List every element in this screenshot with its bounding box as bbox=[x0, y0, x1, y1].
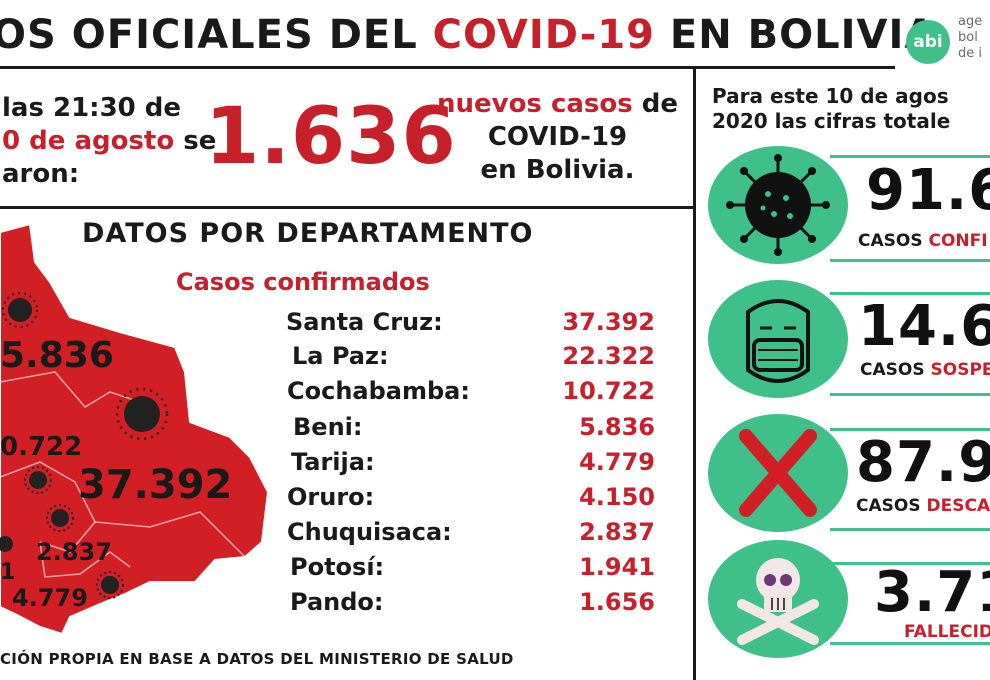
map-virus-4 bbox=[46, 504, 74, 532]
map-label-chuquisaca: 2.837 bbox=[36, 538, 112, 566]
stat2-circle bbox=[708, 280, 848, 398]
desc-de: de bbox=[632, 89, 679, 119]
dept-name-beni: Beni: bbox=[293, 413, 363, 441]
stat1-label-red: CONFI bbox=[928, 231, 988, 251]
stat2-bottom-line bbox=[830, 393, 990, 396]
source-footer: CIÓN PROPIA EN BASE A DATOS DEL MINISTER… bbox=[0, 650, 514, 668]
summary-line3: aron: bbox=[2, 159, 80, 189]
stat2-label-black: CASOS bbox=[860, 360, 931, 380]
dept-name-pando: Pando: bbox=[290, 588, 384, 616]
dept-name-chuquisaca: Chuquisaca: bbox=[287, 518, 452, 546]
mask-face-icon bbox=[746, 299, 810, 383]
departments-subtitle: Casos confirmados bbox=[176, 268, 430, 296]
map-border-2 bbox=[0, 461, 96, 553]
stat3-label-black: CASOS bbox=[856, 496, 927, 516]
stat2-label: CASOS SOSPE bbox=[860, 360, 990, 380]
map-virus-2 bbox=[115, 387, 169, 441]
map-label-santa-cruz: 37.392 bbox=[78, 462, 233, 508]
dept-value-chuquisaca: 2.837 bbox=[579, 518, 655, 546]
logo-line3: de i bbox=[958, 46, 982, 61]
map-virus-3 bbox=[24, 466, 52, 494]
dept-name-potosi: Potosí: bbox=[290, 553, 385, 581]
stat3-top-line bbox=[830, 428, 990, 431]
stat4-circle bbox=[708, 540, 848, 658]
summary-intro: las 21:30 de 0 de agosto se aron: bbox=[2, 92, 216, 191]
desc-red: nuevos casos bbox=[436, 89, 633, 119]
dept-value-la-paz: 22.322 bbox=[562, 342, 655, 370]
dept-value-oruro: 4.150 bbox=[579, 483, 655, 511]
logo-line2: bol bbox=[958, 30, 978, 45]
logo-line1: age bbox=[958, 14, 983, 29]
stat2-top-line bbox=[830, 292, 990, 295]
map-label-beni: 5.836 bbox=[0, 335, 114, 376]
skull-icon bbox=[737, 558, 819, 645]
stat4-number: 3.71 bbox=[874, 560, 990, 625]
dept-value-beni: 5.836 bbox=[579, 413, 655, 441]
map-virus-1 bbox=[2, 292, 38, 328]
stat3-bottom-line bbox=[830, 528, 990, 531]
title-covid: COVID-19 bbox=[432, 12, 655, 58]
map-virus-5 bbox=[0, 536, 13, 552]
summary-line1: las 21:30 de bbox=[2, 93, 182, 123]
dept-name-la-paz: La Paz: bbox=[292, 342, 389, 370]
map-border-3 bbox=[39, 541, 131, 578]
summary-se: se bbox=[174, 126, 217, 156]
title-part3: EN BOLIVIA bbox=[654, 12, 937, 58]
stat3-label-red: DESCA bbox=[926, 496, 990, 516]
stat2-label-red: SOSPE bbox=[930, 360, 990, 380]
totals-intro-line1: Para este 10 de agos bbox=[712, 84, 949, 108]
map-label-cochabamba: 0.722 bbox=[0, 432, 83, 462]
stat4-top-line bbox=[830, 562, 990, 565]
desc-line3: en Bolivia. bbox=[480, 155, 635, 185]
column-divider bbox=[693, 66, 696, 680]
totals-intro-line2: 2020 las cifras totale bbox=[712, 109, 951, 133]
dept-name-oruro: Oruro: bbox=[287, 483, 375, 511]
departments-title: DATOS POR DEPARTAMENTO bbox=[82, 218, 534, 249]
summary-line2: 0 de agosto se bbox=[2, 125, 216, 158]
stat4-bottom-line bbox=[830, 642, 990, 645]
dept-value-santa-cruz: 37.392 bbox=[562, 308, 655, 336]
dept-name-santa-cruz: Santa Cruz: bbox=[286, 308, 443, 336]
summary-date: 0 de agosto bbox=[2, 126, 175, 156]
map-label-tarija: 4.779 bbox=[12, 584, 88, 612]
summary-divider bbox=[0, 206, 695, 209]
desc-line1: nuevos casos de bbox=[430, 88, 685, 121]
title-part1: OS OFICIALES DEL bbox=[0, 12, 433, 58]
map-label-potosi: 1 bbox=[0, 560, 16, 585]
stat1-label: CASOS CONFI bbox=[858, 231, 988, 251]
dept-value-tarija: 4.779 bbox=[579, 448, 655, 476]
map-virus-6 bbox=[96, 571, 124, 599]
totals-intro: Para este 10 de agos 2020 las cifras tot… bbox=[712, 84, 950, 134]
bolivia-map bbox=[0, 222, 270, 636]
stat4-label: FALLECID bbox=[904, 622, 990, 642]
dept-value-potosi: 1.941 bbox=[579, 553, 655, 581]
new-cases-description: nuevos casos de COVID-19 en Bolivia. bbox=[430, 88, 685, 187]
stat3-circle bbox=[708, 414, 848, 532]
map-border-1 bbox=[0, 371, 141, 408]
dept-name-cochabamba: Cochabamba: bbox=[287, 377, 470, 405]
stat2-number: 14.6 bbox=[858, 294, 990, 359]
dept-name-tarija: Tarija: bbox=[291, 448, 375, 476]
abi-logo-text: age bol de i bbox=[958, 14, 982, 62]
stat1-bottom-line bbox=[830, 259, 990, 262]
cross-x-icon bbox=[739, 429, 817, 517]
abi-logo: abi bbox=[906, 20, 950, 64]
map-border-4 bbox=[94, 511, 246, 558]
stat3-label: CASOS DESCA bbox=[856, 496, 990, 516]
stat1-circle bbox=[708, 146, 848, 264]
desc-line2: COVID-19 bbox=[487, 122, 628, 152]
stat1-top-line bbox=[830, 155, 990, 158]
stat1-label-black: CASOS bbox=[858, 231, 929, 251]
dept-value-cochabamba: 10.722 bbox=[562, 377, 655, 405]
stat1-number: 91.6 bbox=[866, 158, 990, 223]
page-title: OS OFICIALES DEL COVID-19 EN BOLIVIA bbox=[0, 12, 936, 58]
stat4-label-red: FALLECID bbox=[904, 622, 990, 642]
new-cases-number: 1.636 bbox=[205, 92, 457, 182]
header-divider bbox=[0, 66, 895, 69]
stat3-number: 87.9 bbox=[856, 430, 990, 495]
dept-value-pando: 1.656 bbox=[579, 588, 655, 616]
virus-icon bbox=[726, 154, 830, 256]
